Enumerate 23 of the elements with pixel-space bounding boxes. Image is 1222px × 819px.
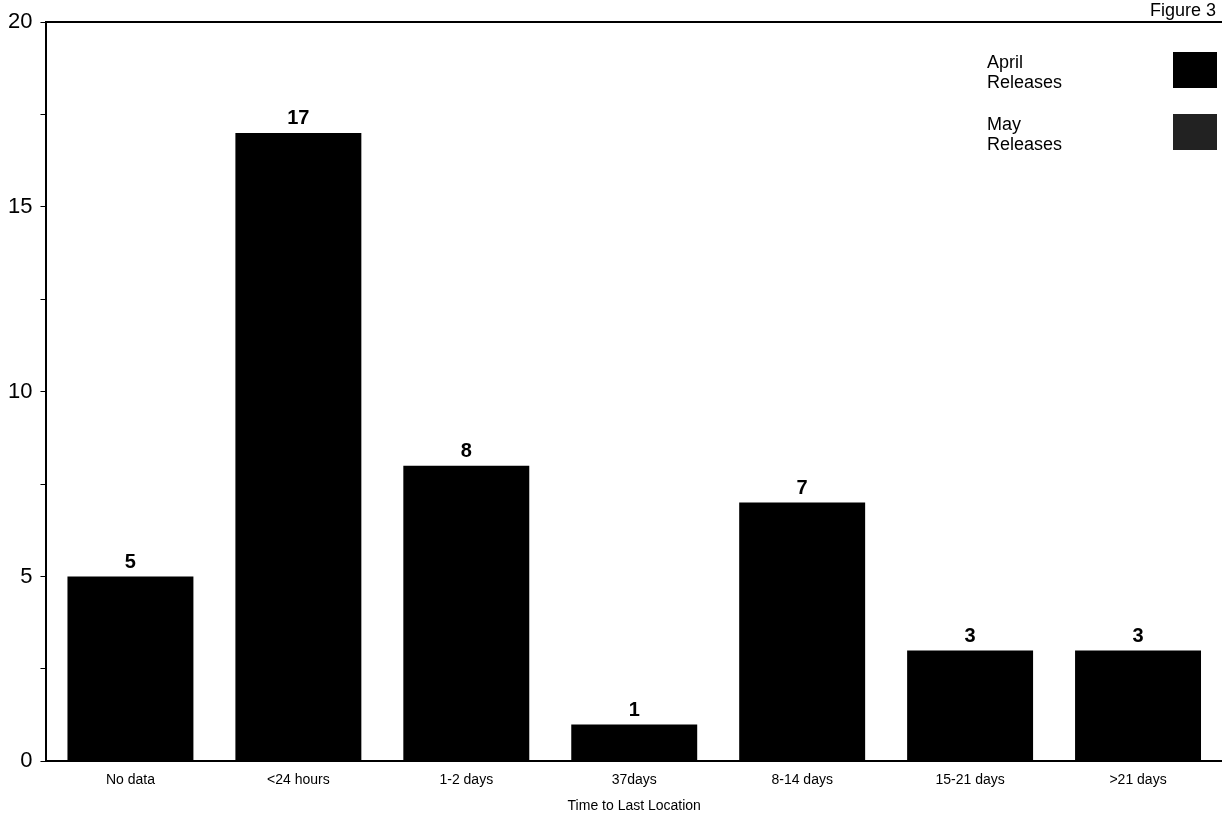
x-tick-label: 15-21 days xyxy=(935,770,1005,787)
x-axis-title: Time to Last Location xyxy=(567,797,701,814)
x-tick-label: 8-14 days xyxy=(771,770,833,787)
x-tick-label: <24 hours xyxy=(267,770,330,787)
caption: Figure 3 xyxy=(1149,0,1216,20)
text: April Releases xyxy=(987,52,1064,92)
data-label: 17 xyxy=(287,106,310,129)
legend-label: May Releases xyxy=(987,114,1064,154)
y-tick-label: 5 xyxy=(20,562,33,588)
data-label: 3 xyxy=(1132,624,1144,647)
data-label: 5 xyxy=(124,550,136,573)
y-tick-label: 0 xyxy=(20,747,33,773)
data-label: 3 xyxy=(964,624,976,647)
y-tick-label: 20 xyxy=(7,8,33,34)
y-tick-label: 15 xyxy=(7,192,33,218)
data-label: 7 xyxy=(796,476,808,499)
x-tick-label: No data xyxy=(105,770,156,787)
data-label: 1 xyxy=(628,697,640,720)
data-label: 8 xyxy=(460,439,472,462)
x-tick-label: >21 days xyxy=(1109,770,1167,787)
y-tick-label: 10 xyxy=(7,377,33,403)
x-tick-label: 1-2 days xyxy=(439,770,494,787)
x-tick-label: 37days xyxy=(611,770,657,787)
